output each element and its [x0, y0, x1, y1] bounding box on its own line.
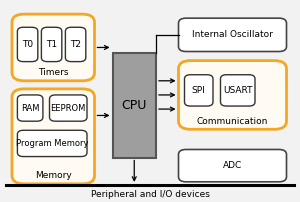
Text: T2: T2 [70, 40, 81, 49]
FancyBboxPatch shape [12, 89, 94, 184]
Text: Memory: Memory [35, 171, 72, 180]
FancyBboxPatch shape [220, 75, 255, 106]
FancyBboxPatch shape [50, 95, 87, 121]
FancyBboxPatch shape [41, 27, 62, 62]
Text: T0: T0 [22, 40, 33, 49]
FancyBboxPatch shape [17, 27, 38, 62]
Text: Program Memory: Program Memory [16, 139, 88, 148]
FancyBboxPatch shape [184, 75, 213, 106]
FancyBboxPatch shape [178, 149, 286, 182]
Text: Communication: Communication [197, 117, 268, 126]
FancyBboxPatch shape [12, 14, 94, 81]
Text: RAM: RAM [21, 104, 39, 113]
Text: Peripheral and I/O devices: Peripheral and I/O devices [91, 190, 209, 199]
FancyBboxPatch shape [178, 61, 286, 129]
Text: EEPROM: EEPROM [51, 104, 86, 113]
FancyBboxPatch shape [17, 95, 43, 121]
Text: CPU: CPU [122, 99, 147, 112]
FancyBboxPatch shape [65, 27, 86, 62]
FancyBboxPatch shape [112, 53, 156, 158]
Text: ADC: ADC [223, 161, 242, 170]
FancyBboxPatch shape [178, 18, 286, 52]
Text: USART: USART [223, 86, 253, 95]
Text: SPI: SPI [192, 86, 206, 95]
FancyBboxPatch shape [17, 130, 87, 157]
Text: Timers: Timers [38, 68, 68, 77]
Text: T1: T1 [46, 40, 57, 49]
Text: Internal Oscillator: Internal Oscillator [192, 30, 273, 39]
